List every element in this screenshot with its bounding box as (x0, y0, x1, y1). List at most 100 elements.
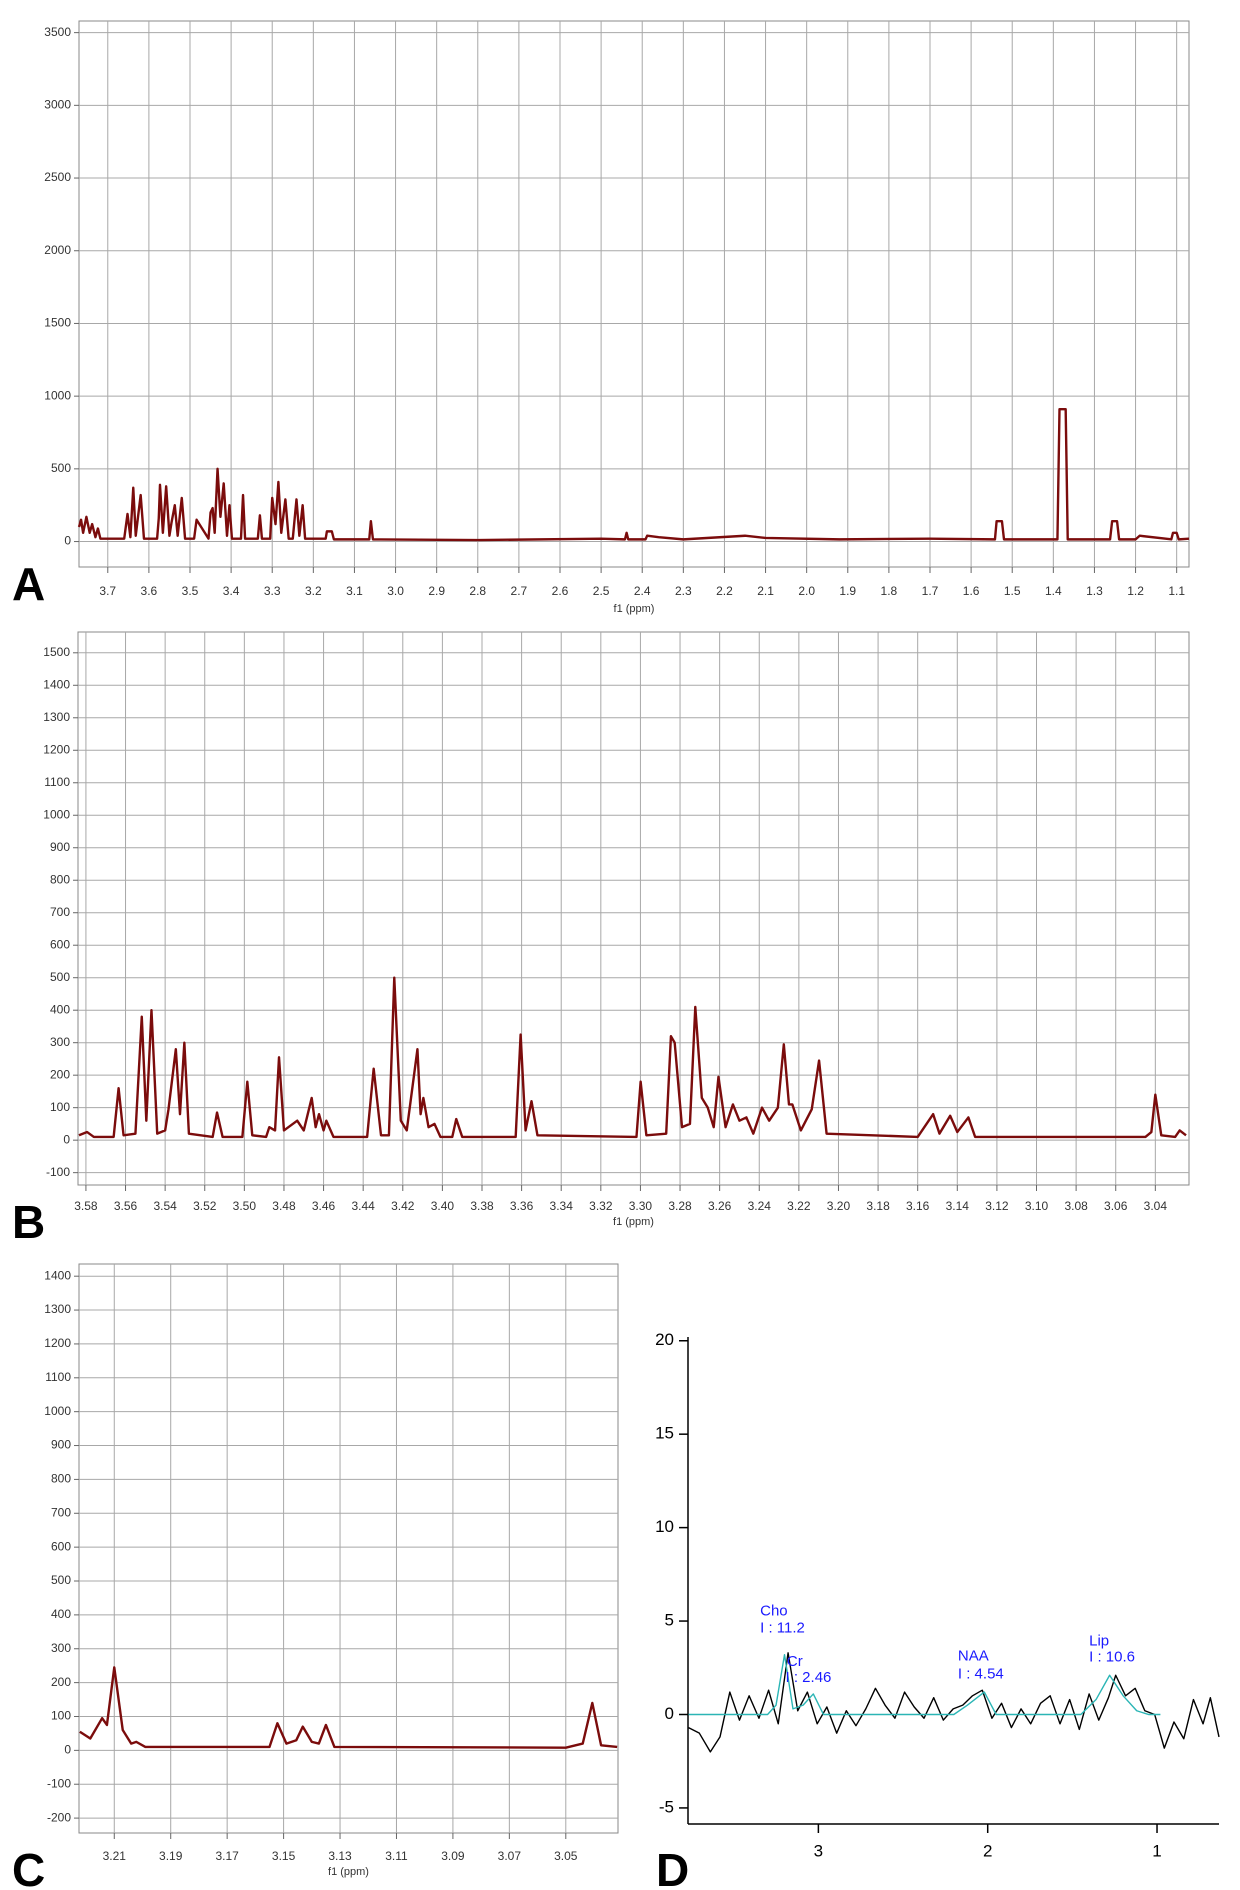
x-tick-label: 3.48 (272, 1199, 296, 1213)
x-tick-label: 3.10 (1025, 1199, 1049, 1213)
x-tick-label: 1.2 (1127, 584, 1144, 598)
spectrum-line (78, 976, 1187, 1139)
peak-annotation: I : 4.54 (958, 1665, 1004, 1682)
x-tick-label: 1.8 (881, 584, 898, 598)
peak-annotation: Lip (1089, 1633, 1109, 1650)
y-tick-label: 15 (655, 1424, 674, 1443)
x-tick-label: 3.40 (431, 1199, 455, 1213)
y-tick-label: 20 (655, 1330, 674, 1349)
x-tick-label: 2 (983, 1841, 992, 1860)
x-tick-label: 1.4 (1045, 584, 1062, 598)
y-tick-label: 600 (51, 1539, 71, 1553)
x-tick-label: 3.09 (441, 1849, 465, 1863)
x-tick-label: 1.9 (839, 584, 856, 598)
y-tick-label: 700 (50, 905, 70, 919)
y-tick-label: 200 (51, 1675, 71, 1689)
y-tick-label: 300 (50, 1035, 70, 1049)
panel-label: D (656, 1844, 689, 1890)
y-tick-label: 1000 (44, 1404, 71, 1418)
x-tick-label: 3.6 (141, 584, 158, 598)
y-tick-label: 900 (51, 1438, 71, 1452)
y-tick-label: 100 (51, 1709, 71, 1723)
x-tick-label: 2.5 (593, 584, 610, 598)
x-tick-label: 3.4 (223, 584, 240, 598)
y-tick-label: -100 (47, 1776, 71, 1790)
x-tick-label: 2.2 (716, 584, 733, 598)
x-tick-label: 3.26 (708, 1199, 732, 1213)
x-tick-label: 2.1 (757, 584, 774, 598)
y-tick-label: 800 (51, 1472, 71, 1486)
plot-frame (78, 1263, 619, 1834)
x-tick-label: 3.36 (510, 1199, 534, 1213)
y-tick-label: 1400 (43, 677, 70, 691)
x-tick-label: 3.20 (827, 1199, 851, 1213)
peak-annotation: I : 11.2 (760, 1619, 805, 1636)
y-tick-label: 0 (665, 1704, 674, 1723)
x-tick-label: 3.42 (391, 1199, 415, 1213)
y-tick-label: 200 (50, 1067, 70, 1081)
x-axis-label: f1 (ppm) (613, 1216, 654, 1228)
x-tick-label: 2.9 (428, 584, 445, 598)
y-tick-label: 1400 (44, 1268, 71, 1282)
spectrum-line (688, 1652, 1220, 1753)
x-tick-label: 3.32 (589, 1199, 613, 1213)
x-tick-label: 2.6 (552, 584, 569, 598)
x-tick-label: 2.8 (469, 584, 486, 598)
peak-annotation: I : 10.6 (1089, 1648, 1135, 1665)
x-tick-label: 3.14 (946, 1199, 970, 1213)
x-tick-label: 3.2 (305, 584, 322, 598)
x-tick-label: 3.50 (233, 1199, 257, 1213)
y-tick-label: 0 (63, 1132, 70, 1146)
x-tick-label: 3.07 (498, 1849, 522, 1863)
y-tick-label: 800 (50, 872, 70, 886)
y-tick-label: 100 (50, 1100, 70, 1114)
x-tick-label: 3.15 (272, 1849, 296, 1863)
x-axis-label: f1 (ppm) (328, 1866, 369, 1878)
x-tick-label: 3 (814, 1841, 823, 1860)
x-tick-label: 3.30 (629, 1199, 653, 1213)
x-tick-label: 2.3 (675, 584, 692, 598)
peak-annotation: Cho (760, 1603, 788, 1620)
x-tick-label: 2.0 (798, 584, 815, 598)
y-tick-label: 10 (655, 1517, 674, 1536)
y-tick-label: -100 (46, 1165, 70, 1179)
spectrum-line (688, 1653, 1161, 1716)
y-tick-label: 1100 (45, 1370, 71, 1384)
x-tick-label: 1.7 (922, 584, 939, 598)
x-tick-label: 3.16 (906, 1199, 930, 1213)
panel-label: B (12, 1196, 45, 1248)
x-tick-label: 3.54 (153, 1199, 177, 1213)
x-tick-label: 3.0 (387, 584, 404, 598)
x-tick-label: 3.18 (866, 1199, 890, 1213)
x-tick-label: 1.3 (1086, 584, 1103, 598)
x-tick-label: 3.58 (74, 1199, 98, 1213)
spectrum-line (79, 1666, 618, 1749)
x-tick-label: 3.06 (1104, 1199, 1128, 1213)
x-tick-label: 3.13 (328, 1849, 352, 1863)
x-tick-label: 3.38 (470, 1199, 494, 1213)
x-tick-label: 3.22 (787, 1199, 811, 1213)
peak-annotation: NAA (958, 1648, 989, 1665)
x-tick-label: 1.1 (1168, 584, 1185, 598)
y-tick-label: 400 (51, 1607, 71, 1621)
y-tick-label: 1300 (44, 1302, 71, 1316)
y-tick-label: 400 (50, 1002, 70, 1016)
y-tick-label: 1500 (44, 316, 71, 330)
y-tick-label: 1000 (44, 388, 71, 402)
y-tick-label: 5 (665, 1611, 674, 1630)
y-tick-label: 2000 (44, 243, 71, 257)
x-tick-label: 3.5 (182, 584, 199, 598)
x-tick-label: 3.34 (550, 1199, 574, 1213)
peak-annotation: I : 2.46 (786, 1669, 832, 1686)
x-tick-label: 1.5 (1004, 584, 1021, 598)
y-tick-label: 0 (64, 1743, 71, 1757)
x-tick-label: 3.44 (351, 1199, 375, 1213)
spectrum-line (77, 408, 1190, 542)
x-tick-label: 3.3 (264, 584, 281, 598)
y-tick-label: 600 (50, 937, 70, 951)
x-tick-label: 3.24 (748, 1199, 772, 1213)
panel-label: A (12, 558, 45, 610)
y-tick-label: -200 (47, 1810, 71, 1824)
